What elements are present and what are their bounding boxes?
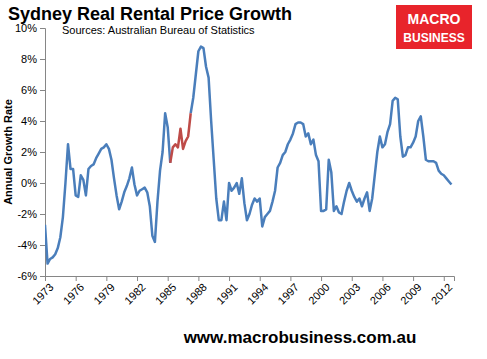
- y-tick: 2%: [21, 146, 45, 158]
- subtitle: Sources: Australian Bureau of Statistics: [62, 24, 255, 36]
- x-tick: 1982: [122, 276, 148, 307]
- x-tick-label: 1973: [30, 281, 56, 307]
- x-tick-mark: [413, 276, 414, 281]
- y-tick: 0%: [21, 177, 45, 189]
- x-tick: 2000: [306, 276, 332, 307]
- x-tick-mark: [382, 276, 383, 281]
- y-tick-label: -2%: [17, 208, 37, 220]
- x-tick: 1976: [61, 276, 87, 307]
- y-tick: 8%: [21, 53, 45, 65]
- x-tick-mark: [198, 276, 199, 281]
- logo-text: BUSINESS: [403, 31, 464, 45]
- x-tick-mark: [168, 276, 169, 281]
- chart-svg: -6%-4%-2%0%2%4%6%8%10%197319761979198219…: [0, 0, 487, 359]
- logo-text: MACRO: [408, 11, 461, 27]
- x-tick-label: 1982: [122, 281, 148, 307]
- x-tick-label: 1976: [61, 281, 87, 307]
- y-axis: -6%-4%-2%0%2%4%6%8%10%: [15, 22, 46, 282]
- y-tick-label: -6%: [17, 270, 37, 282]
- y-tick-label: 6%: [21, 84, 37, 96]
- x-tick-label: 2000: [306, 281, 332, 307]
- x-tick-label: 2003: [337, 281, 363, 307]
- x-tick-label: 2012: [429, 281, 455, 307]
- x-tick-label: 1991: [214, 281, 240, 307]
- x-tick-mark: [352, 276, 353, 281]
- x-tick-label: 1994: [245, 281, 271, 307]
- x-axis-line: [46, 277, 455, 282]
- logo: MACRO BUSINESS: [396, 5, 472, 49]
- x-tick: 1991: [214, 276, 240, 307]
- y-tick-mark: [40, 276, 45, 277]
- line-series: [170, 113, 190, 163]
- y-tick-mark: [40, 28, 45, 29]
- x-tick-mark: [321, 276, 322, 281]
- plot-lines: [45, 47, 451, 264]
- x-tick-mark: [76, 276, 77, 281]
- x-tick: 1973: [30, 276, 56, 307]
- x-tick: 2003: [337, 276, 363, 307]
- x-tick-mark: [290, 276, 291, 281]
- x-tick-label: 1979: [91, 281, 117, 307]
- y-tick: 6%: [21, 84, 45, 96]
- y-tick-mark: [40, 214, 45, 215]
- x-tick: 1985: [153, 276, 179, 307]
- footer-url: www.macrobusiness.com.au: [183, 328, 417, 347]
- y-tick-label: 4%: [21, 115, 37, 127]
- y-tick-label: 8%: [21, 53, 37, 65]
- x-tick: 1988: [183, 276, 209, 307]
- y-tick: -4%: [17, 239, 45, 251]
- x-tick-mark: [444, 276, 445, 281]
- x-tick-label: 1985: [153, 281, 179, 307]
- title: Sydney Real Rental Price Growth: [8, 4, 292, 24]
- y-tick-mark: [40, 90, 45, 91]
- y-tick-mark: [40, 245, 45, 246]
- x-tick: 2006: [367, 276, 393, 307]
- x-tick: 2009: [398, 276, 424, 307]
- x-tick-mark: [106, 276, 107, 281]
- y-tick-mark: [40, 59, 45, 60]
- logo-box: [396, 5, 472, 49]
- y-axis-title: Annual Growth Rate: [2, 99, 14, 205]
- x-tick: 2012: [429, 276, 455, 307]
- x-tick: 1979: [91, 276, 117, 307]
- y-tick-label: 2%: [21, 146, 37, 158]
- y-tick-label: -4%: [17, 239, 37, 251]
- x-tick-mark: [45, 276, 46, 281]
- background: [0, 0, 487, 359]
- x-tick-label: 2009: [398, 281, 424, 307]
- y-tick-mark: [40, 152, 45, 153]
- y-tick-mark: [40, 121, 45, 122]
- y-axis-line: [40, 29, 46, 277]
- x-axis: 1973197619791982198519881991199419972000…: [30, 276, 455, 307]
- x-tick-label: 2006: [367, 281, 393, 307]
- x-tick: 1994: [245, 276, 271, 307]
- y-tick: -2%: [17, 208, 45, 220]
- x-tick-label: 1997: [275, 281, 301, 307]
- x-tick-mark: [137, 276, 138, 281]
- x-tick: 1997: [275, 276, 301, 307]
- y-tick-label: 0%: [21, 177, 37, 189]
- chart-container: -6%-4%-2%0%2%4%6%8%10%197319761979198219…: [0, 0, 487, 359]
- x-tick-mark: [229, 276, 230, 281]
- y-tick: -6%: [17, 270, 45, 282]
- line-series: [45, 47, 451, 264]
- y-tick-mark: [40, 183, 45, 184]
- x-tick-mark: [260, 276, 261, 281]
- y-tick: 4%: [21, 115, 45, 127]
- x-tick-label: 1988: [183, 281, 209, 307]
